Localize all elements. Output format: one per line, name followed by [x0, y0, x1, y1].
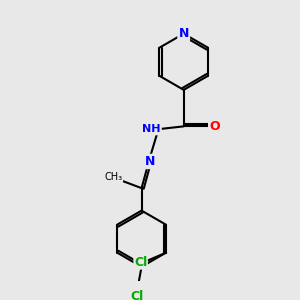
Text: CH₃: CH₃	[104, 172, 123, 182]
Text: N: N	[145, 155, 155, 168]
Text: O: O	[209, 120, 220, 133]
Text: Cl: Cl	[131, 290, 144, 300]
Text: Cl: Cl	[134, 256, 147, 269]
Text: N: N	[178, 27, 189, 40]
Text: NH: NH	[142, 124, 161, 134]
